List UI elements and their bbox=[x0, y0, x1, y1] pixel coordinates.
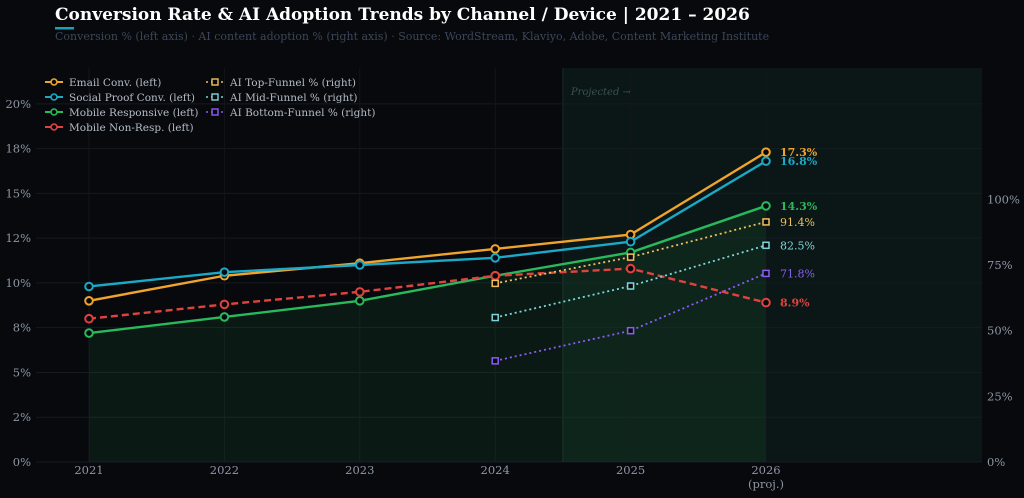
x-tick-label: 2021 bbox=[74, 463, 103, 477]
y-left-tick-label: 20% bbox=[5, 97, 31, 111]
y-left-tick-label: 2% bbox=[13, 410, 31, 424]
end-value-label: 71.8% bbox=[780, 267, 815, 280]
data-point bbox=[355, 260, 365, 270]
data-point bbox=[762, 218, 770, 226]
x-tick-label: 2022 bbox=[210, 463, 239, 477]
data-point bbox=[84, 313, 94, 324]
legend-label: AI Bottom-Funnel % (right) bbox=[229, 107, 375, 119]
y-left-tick-label: 18% bbox=[5, 142, 31, 156]
legend-marker bbox=[211, 78, 219, 86]
data-point bbox=[762, 241, 770, 250]
data-point bbox=[762, 269, 770, 278]
legend: Email Conv. (left) Social Proof Conv. (le… bbox=[45, 77, 375, 134]
data-point bbox=[761, 147, 771, 157]
chart-subtitle: Conversion % (left axis) · AI content ad… bbox=[55, 30, 769, 43]
legend-marker bbox=[50, 78, 58, 86]
data-point bbox=[626, 253, 635, 261]
series-line-0 bbox=[88, 151, 767, 302]
data-point bbox=[491, 279, 499, 288]
data-point bbox=[355, 296, 365, 306]
y-right-tick-label: 0% bbox=[987, 455, 1005, 469]
legend-label: Mobile Responsive (left) bbox=[69, 107, 198, 119]
y-left-tick-label: 15% bbox=[5, 186, 31, 200]
legend-label: Mobile Non-Resp. (left) bbox=[69, 122, 194, 134]
data-point bbox=[626, 282, 635, 290]
legend-marker bbox=[211, 108, 219, 116]
end-value-label: 82.5% bbox=[780, 239, 815, 252]
series-line-1 bbox=[88, 160, 767, 288]
end-value-label: 8.9% bbox=[780, 297, 810, 310]
end-value-label: 17.3% bbox=[780, 146, 818, 159]
data-point bbox=[625, 263, 636, 274]
end-value-label: 14.3% bbox=[780, 200, 818, 213]
data-point bbox=[84, 281, 94, 292]
data-point bbox=[761, 156, 771, 166]
data-point bbox=[761, 297, 771, 308]
y-left-tick-label: 5% bbox=[13, 365, 31, 379]
legend-label: AI Mid-Funnel % (right) bbox=[229, 92, 358, 104]
y-left-tick-label: 10% bbox=[5, 276, 31, 290]
x-tick-label: 2025 bbox=[616, 463, 645, 477]
x-tick-label: 2026 bbox=[751, 463, 780, 477]
data-point bbox=[491, 357, 499, 365]
series-line-4 bbox=[495, 221, 767, 285]
legend-marker bbox=[50, 108, 58, 116]
y-right-tick-label: 100% bbox=[987, 192, 1020, 206]
end-value-label: 91.4% bbox=[780, 216, 815, 229]
legend-marker bbox=[50, 93, 58, 101]
data-point bbox=[84, 296, 94, 306]
x-tick-sublabel: (proj.) bbox=[748, 477, 784, 491]
data-point bbox=[490, 244, 501, 254]
data-point bbox=[219, 299, 230, 310]
chart-title: Conversion Rate & AI Adoption Trends by … bbox=[55, 5, 750, 25]
y-left-tick-label: 0% bbox=[13, 455, 31, 469]
data-point bbox=[84, 328, 94, 338]
data-point bbox=[219, 312, 230, 322]
y-left-tick-label: 8% bbox=[13, 321, 31, 335]
title-accent-bar bbox=[55, 27, 74, 30]
data-point bbox=[490, 270, 501, 281]
y-right-tick-label: 50% bbox=[987, 324, 1013, 338]
plot-area: Projected → 0% 2% 5% 8% 10% 12% 15% 18% 20% 0% 25% 5… bbox=[5, 68, 1020, 491]
legend-label: AI Top-Funnel % (right) bbox=[229, 77, 356, 89]
data-point bbox=[355, 287, 365, 297]
series-line-3 bbox=[88, 267, 767, 320]
series-line-5 bbox=[494, 244, 767, 319]
x-tick-label: 2024 bbox=[481, 463, 510, 477]
legend-label: Email Conv. (left) bbox=[69, 77, 161, 89]
projection-label: Projected → bbox=[570, 87, 632, 98]
data-point bbox=[219, 267, 230, 277]
series-line-2 bbox=[88, 204, 767, 335]
legend-label: Social Proof Conv. (left) bbox=[69, 92, 195, 104]
data-point bbox=[490, 253, 501, 263]
y-right-tick-label: 25% bbox=[987, 389, 1013, 403]
data-point bbox=[491, 313, 499, 322]
data-point bbox=[626, 326, 635, 335]
series-line-6 bbox=[495, 272, 767, 362]
legend-marker bbox=[50, 123, 58, 131]
y-left-tick-label: 12% bbox=[5, 231, 31, 245]
end-value-label: 16.8% bbox=[780, 155, 818, 168]
x-tick-label: 2023 bbox=[345, 463, 374, 477]
data-point bbox=[761, 201, 771, 211]
legend-marker bbox=[211, 93, 219, 101]
data-point bbox=[625, 236, 636, 247]
y-right-tick-label: 75% bbox=[987, 258, 1013, 272]
area-fill-mobile-responsive bbox=[89, 205, 766, 462]
